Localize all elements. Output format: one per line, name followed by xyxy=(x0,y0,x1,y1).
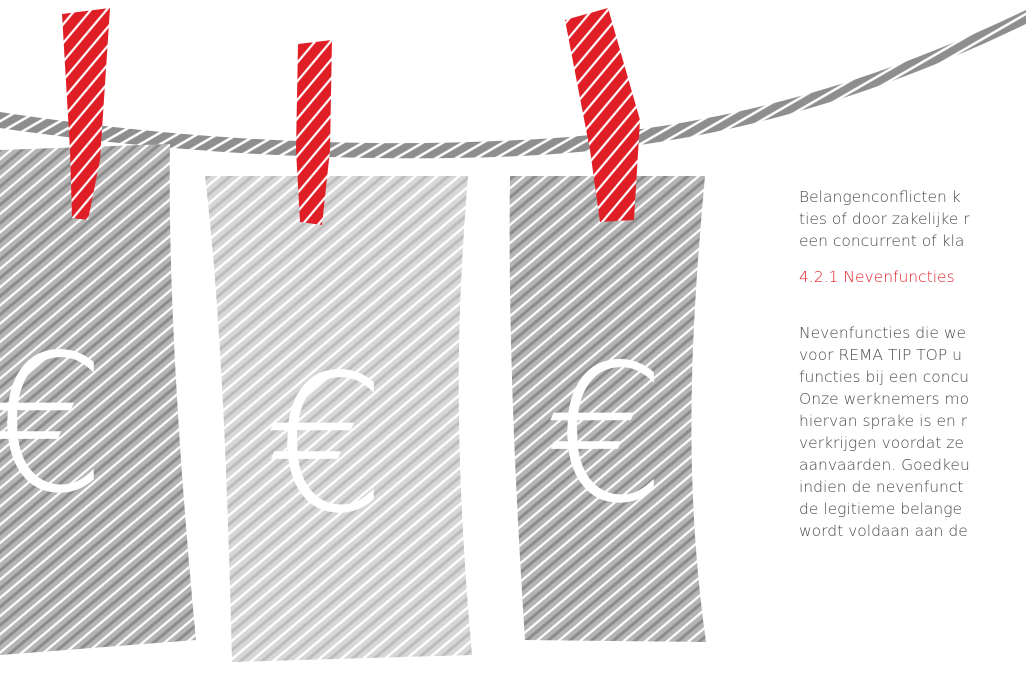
euro-symbol-icon: € xyxy=(0,314,106,535)
euro-symbol-icon: € xyxy=(265,334,386,555)
intro-line: een concurrent of kla xyxy=(799,232,965,250)
document-text: Belangenconflicten k ties of door zakeli… xyxy=(799,186,1026,688)
intro-line: Belangenconflicten k xyxy=(799,188,961,206)
section-line: Onze werknemers mo xyxy=(799,390,970,408)
intro-line: ties of door zakelijke r xyxy=(799,210,970,228)
section-line: voor REMA TIP TOP u xyxy=(799,346,962,364)
section-line: hiervan sprake is en r xyxy=(799,412,968,430)
section-line: indien de nevenfunct xyxy=(799,478,964,496)
clothespin-icon xyxy=(565,8,640,222)
clothesline-icon xyxy=(0,10,1026,159)
euro-banknote-icon xyxy=(205,176,472,662)
section-line: aanvaarden. Goedkeu xyxy=(799,456,970,474)
section-line: verkrijgen voordat ze xyxy=(799,434,964,452)
section-line: de legitieme belange xyxy=(799,500,963,518)
euro-symbol-icon: € xyxy=(545,324,666,545)
section-heading: 4.2.1 Nevenfuncties xyxy=(799,268,955,286)
section-line: wordt voldaan aan de xyxy=(799,522,968,540)
euro-banknote-icon xyxy=(509,176,706,642)
clothespin-icon xyxy=(296,40,332,225)
section-line: Nevenfuncties die we xyxy=(799,324,967,342)
section-line: functies bij een concu xyxy=(799,368,969,386)
clothespin-icon xyxy=(62,8,110,220)
euro-banknote-icon xyxy=(0,144,196,655)
